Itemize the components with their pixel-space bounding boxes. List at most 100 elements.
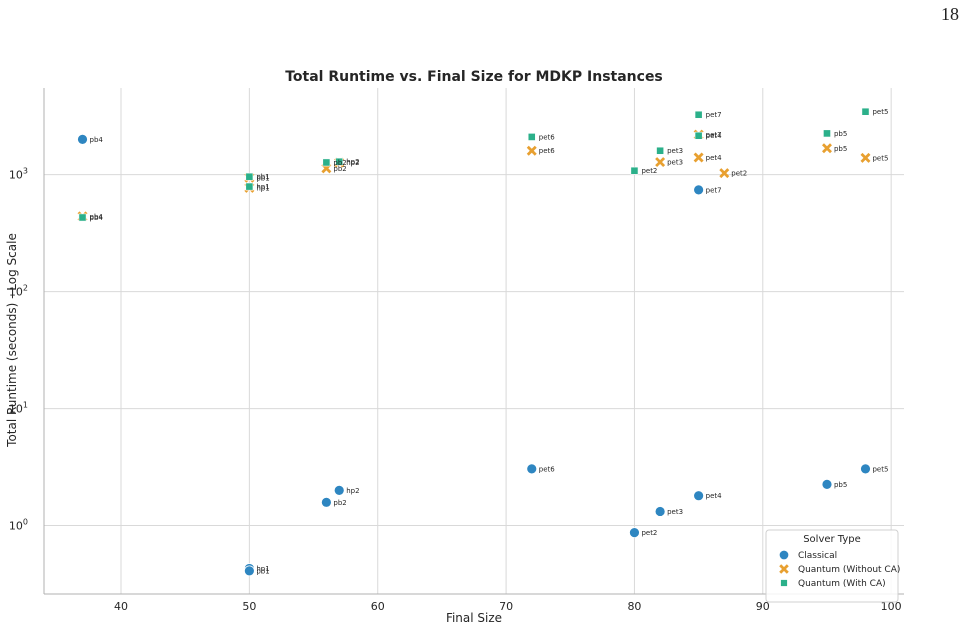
point-x-pet2 <box>719 168 730 179</box>
point-circle-pet6 <box>526 463 538 475</box>
x-marker-stroke <box>693 152 704 163</box>
point-x-pet6 <box>526 145 537 156</box>
x-marker-stroke <box>526 145 537 156</box>
point-circle-pet5 <box>860 463 871 475</box>
data-points <box>77 107 871 577</box>
point-circle-hp2 <box>333 484 345 496</box>
point-label-pet5: pet5 <box>872 465 888 473</box>
legend-marker-square <box>780 579 788 587</box>
chart-title: Total Runtime vs. Final Size for MDKP In… <box>285 69 663 85</box>
point-x-pet5 <box>860 152 871 163</box>
point-label-pb1: pb1 <box>256 567 269 575</box>
point-circle-pet7 <box>693 184 705 196</box>
point-label-pb1: pb1 <box>256 174 269 182</box>
point-label-hp1: hp1 <box>256 184 269 192</box>
x-tick-label: 100 <box>881 600 902 613</box>
y-tick-label: 100 <box>9 518 28 533</box>
point-circle-pb4 <box>77 133 88 145</box>
point-label-pet3: pet3 <box>667 159 683 167</box>
y-tick-labels: 100 101 102 103 <box>9 167 28 533</box>
legend-title: Solver Type <box>803 534 861 545</box>
point-circle-pet2 <box>629 527 640 539</box>
point-square-pet4 <box>694 131 703 140</box>
x-tick-labels: 40 50 60 70 80 90 100 <box>114 600 902 613</box>
point-label-pet6: pet6 <box>539 465 555 473</box>
point-label-pb2: pb2 <box>333 499 346 507</box>
point-square-pb2 <box>322 158 331 167</box>
point-label-pet3: pet3 <box>667 147 683 155</box>
point-label-hp2: hp2 <box>346 158 359 166</box>
point-label-pet4: pet4 <box>706 154 722 162</box>
point-square-hp1 <box>245 182 254 191</box>
point-label-pet2: pet2 <box>731 170 747 178</box>
grid-lines <box>44 88 904 594</box>
point-circle-pet3 <box>654 506 666 517</box>
point-label-hp1: hp1 <box>256 183 269 191</box>
point-x-pet3 <box>655 157 666 168</box>
x-tick-label: 50 <box>242 600 256 613</box>
x-marker-stroke <box>821 143 832 154</box>
legend-entry: Classical <box>798 551 837 561</box>
point-square-pet2 <box>630 166 639 175</box>
point-square-pet6 <box>527 133 536 141</box>
point-square-pb5 <box>823 129 831 138</box>
point-label-pet5: pet5 <box>872 108 888 116</box>
legend-entry: Quantum (With CA) <box>798 579 886 589</box>
point-square-pet5 <box>861 107 870 116</box>
legend-box <box>765 529 899 603</box>
point-label-pb5: pb5 <box>834 481 847 489</box>
point-label-pet4: pet4 <box>706 132 722 140</box>
x-tick-label: 60 <box>371 600 385 613</box>
y-axis-label: Total Runtime (seconds) - Log Scale <box>5 233 19 448</box>
point-label-pet2: pet2 <box>641 167 657 175</box>
x-tick-label: 40 <box>114 600 128 613</box>
point-label-pb5: pb5 <box>834 145 847 153</box>
x-tick-label: 70 <box>499 600 513 613</box>
point-label-pet3: pet3 <box>667 508 683 516</box>
x-marker-stroke <box>719 168 730 179</box>
point-circle-pb5 <box>821 478 833 490</box>
point-label-pb2: pb2 <box>333 159 346 167</box>
point-label-hp2: hp2 <box>346 487 359 495</box>
point-square-hp2 <box>335 157 344 166</box>
point-label-pet6: pet6 <box>539 147 555 155</box>
point-square-pb1 <box>245 172 254 181</box>
x-tick-label: 80 <box>627 600 641 613</box>
point-label-pb2: pb2 <box>333 165 346 173</box>
x-axis-label: Final Size <box>446 611 502 625</box>
point-label-pet7: pet7 <box>706 186 722 194</box>
x-marker-stroke <box>779 564 789 574</box>
y-tick-label: 102 <box>9 284 28 299</box>
legend: Solver Type Classical Quantum (Without CA)… <box>765 529 900 603</box>
axes <box>43 88 904 595</box>
legend-marker-circle <box>778 549 790 561</box>
page-number: 18 <box>941 4 959 24</box>
x-marker-stroke <box>655 157 666 168</box>
point-label-pet2: pet2 <box>641 529 657 537</box>
point-square-pb4 <box>78 213 87 222</box>
x-marker-stroke <box>860 152 871 163</box>
point-x-pb5 <box>821 143 832 154</box>
point-x-pet4 <box>693 152 704 163</box>
point-label-hp2: hp2 <box>346 159 359 167</box>
point-label-pb4: pb4 <box>90 214 104 222</box>
point-circle-pb2 <box>320 496 332 508</box>
y-tick-label: 103 <box>9 167 28 182</box>
point-label-pet4: pet4 <box>706 492 722 500</box>
legend-entry: Quantum (Without CA) <box>798 565 900 575</box>
x-tick-label: 90 <box>756 600 770 613</box>
point-label-hp1: hp1 <box>256 565 269 573</box>
y-tick-label: 101 <box>9 401 28 416</box>
point-labels: pb4hp1pb1pb2hp2pet6pet2pet3pet7pet4pb5pe… <box>90 108 889 575</box>
point-label-pet7: pet7 <box>706 111 722 119</box>
point-label-pb4: pb4 <box>90 213 104 221</box>
point-circle-pb1 <box>243 565 255 577</box>
point-label-pb1: pb1 <box>256 173 269 181</box>
point-label-pet5: pet5 <box>872 154 888 162</box>
point-square-pet3 <box>656 146 665 155</box>
point-square-pet7 <box>694 110 703 119</box>
point-circle-pet4 <box>693 490 705 502</box>
point-label-pet7: pet7 <box>706 131 722 139</box>
point-label-pb5: pb5 <box>834 130 847 138</box>
